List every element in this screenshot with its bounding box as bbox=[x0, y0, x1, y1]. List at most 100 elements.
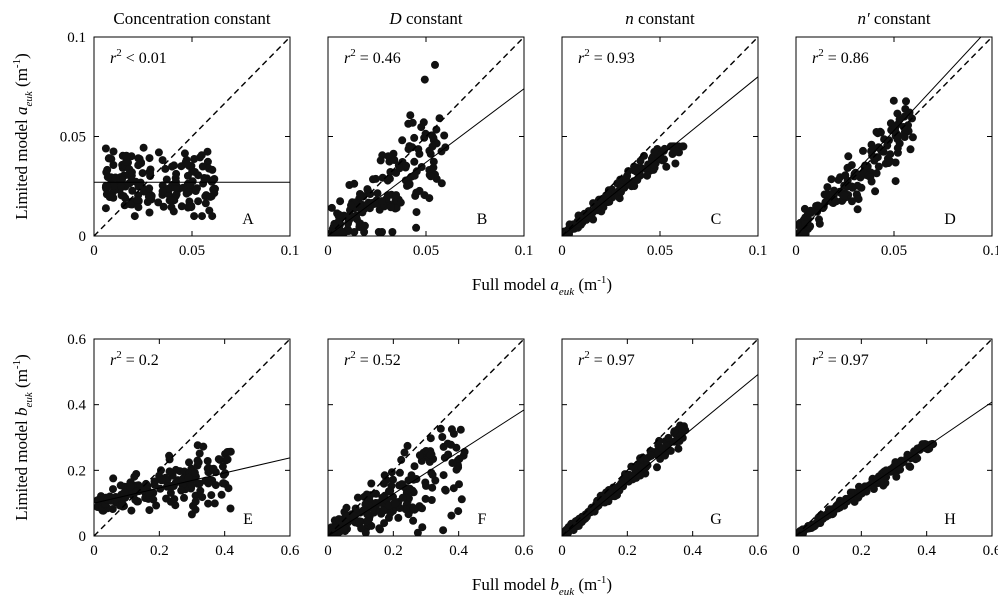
data-point-F bbox=[360, 492, 369, 501]
data-point-E bbox=[195, 479, 204, 488]
data-point-D bbox=[908, 133, 917, 142]
data-point-A bbox=[134, 203, 143, 212]
data-point-B bbox=[376, 156, 385, 165]
data-point-B bbox=[396, 198, 405, 207]
data-point-E bbox=[116, 481, 125, 490]
data-point-D bbox=[886, 150, 895, 159]
data-point-C bbox=[671, 159, 680, 168]
x-tick-label: 0.2 bbox=[618, 543, 637, 559]
data-point-E bbox=[126, 482, 135, 491]
data-point-E bbox=[204, 479, 213, 488]
data-point-D bbox=[902, 97, 910, 106]
data-point-A bbox=[145, 154, 154, 163]
data-point-B bbox=[410, 133, 419, 142]
data-point-E bbox=[130, 472, 139, 481]
data-point-D bbox=[813, 201, 822, 210]
data-point-B bbox=[392, 191, 401, 200]
data-point-E bbox=[217, 490, 226, 499]
data-point-B bbox=[363, 185, 372, 194]
data-point-F bbox=[361, 500, 370, 509]
panel-G: 0 0.2 0.4 0.6 r2 = 0.97 G bbox=[558, 338, 768, 559]
panel-letter-B: B bbox=[477, 211, 488, 228]
data-point-E bbox=[223, 455, 232, 464]
one-to-one-line-D bbox=[796, 37, 992, 236]
y-tick-label: 0 bbox=[79, 529, 87, 545]
data-point-B bbox=[426, 172, 435, 181]
axes-frame-H bbox=[795, 338, 993, 537]
x-tick-label: 0 bbox=[792, 243, 800, 259]
r2-annotation-G: r2 = 0.97 bbox=[578, 349, 635, 369]
x-tick-label: 0.05 bbox=[413, 243, 439, 259]
data-point-G bbox=[672, 436, 681, 445]
one-to-one-line-G bbox=[562, 339, 758, 536]
data-point-A bbox=[191, 187, 200, 195]
column-title-2: D constant bbox=[388, 9, 462, 28]
data-point-F bbox=[452, 465, 461, 474]
data-point-E bbox=[180, 493, 188, 502]
data-point-G bbox=[678, 433, 687, 442]
data-point-F bbox=[398, 493, 407, 502]
panel-letter-F: F bbox=[478, 511, 487, 528]
data-point-E bbox=[210, 499, 219, 508]
data-point-A bbox=[208, 212, 217, 221]
data-point-F bbox=[427, 496, 436, 504]
data-point-A bbox=[209, 185, 218, 194]
data-point-F bbox=[387, 481, 396, 490]
data-point-D bbox=[877, 146, 886, 155]
data-point-D bbox=[885, 136, 893, 145]
data-point-A bbox=[103, 182, 112, 191]
x-tick-label: 0 bbox=[792, 543, 800, 559]
data-point-D bbox=[889, 96, 898, 105]
data-point-E bbox=[150, 477, 159, 486]
data-point-D bbox=[806, 206, 815, 215]
data-point-H bbox=[822, 512, 831, 521]
x-tick-label: 0.05 bbox=[647, 243, 673, 259]
data-point-B bbox=[395, 164, 404, 173]
data-point-B bbox=[344, 219, 352, 228]
data-point-A bbox=[201, 199, 210, 208]
data-point-B bbox=[429, 133, 438, 142]
data-point-B bbox=[402, 161, 411, 170]
column-title-3: n constant bbox=[625, 9, 695, 28]
data-point-A bbox=[122, 151, 131, 160]
data-point-A bbox=[177, 202, 186, 211]
data-point-A bbox=[208, 165, 217, 174]
r2-annotation-A: r2 < 0.01 bbox=[110, 47, 167, 67]
data-point-B bbox=[378, 197, 386, 206]
data-point-A bbox=[134, 161, 143, 170]
data-point-F bbox=[379, 506, 388, 515]
data-point-E bbox=[194, 458, 203, 467]
data-point-F bbox=[449, 429, 458, 438]
data-point-E bbox=[214, 455, 223, 464]
data-point-F bbox=[439, 526, 448, 535]
data-point-F bbox=[380, 519, 389, 528]
data-point-B bbox=[406, 111, 415, 120]
y-tick-label: 0.05 bbox=[60, 130, 86, 146]
data-point-D bbox=[844, 152, 853, 161]
r2-annotation-C: r2 = 0.93 bbox=[578, 47, 635, 67]
data-point-E bbox=[185, 458, 193, 467]
data-point-F bbox=[428, 483, 437, 492]
data-point-B bbox=[336, 197, 345, 206]
data-point-E bbox=[184, 473, 193, 482]
x-tick-label: 0 bbox=[324, 243, 332, 259]
y-axis-label-row-2: Limited model beuk (m-1) bbox=[11, 354, 35, 521]
data-point-D bbox=[891, 158, 900, 167]
data-point-F bbox=[413, 528, 422, 536]
data-point-B bbox=[420, 75, 429, 84]
data-point-A bbox=[119, 192, 128, 201]
data-point-A bbox=[161, 164, 170, 173]
data-point-A bbox=[190, 155, 199, 163]
data-point-B bbox=[410, 157, 419, 166]
data-point-B bbox=[350, 179, 359, 188]
x-tick-label: 0 bbox=[90, 243, 98, 259]
data-point-D bbox=[871, 187, 880, 196]
data-point-H bbox=[892, 472, 901, 481]
column-title-1: Concentration constant bbox=[113, 9, 270, 28]
data-point-B bbox=[437, 179, 446, 188]
data-point-C bbox=[672, 147, 681, 156]
data-point-E bbox=[109, 485, 117, 494]
data-point-E bbox=[190, 468, 199, 477]
data-point-A bbox=[165, 196, 174, 205]
data-point-E bbox=[171, 465, 180, 474]
